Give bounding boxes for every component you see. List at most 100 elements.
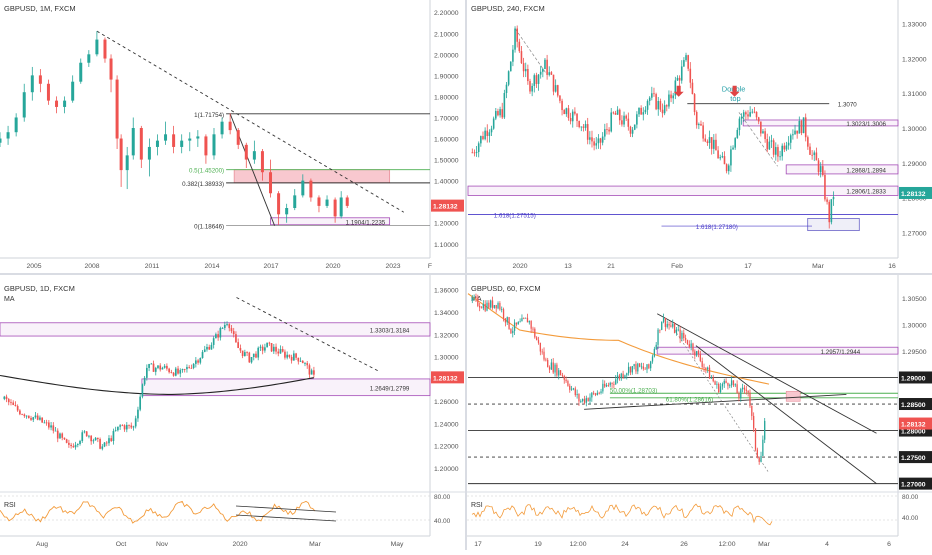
candle-body [226, 324, 228, 325]
candle-body [141, 384, 144, 397]
candle-body [565, 379, 567, 382]
candle-body [809, 146, 811, 155]
candle-body [534, 328, 536, 338]
candle-body [250, 357, 253, 363]
candle-body [536, 337, 538, 341]
candle-body [154, 367, 157, 372]
candle-body [683, 332, 685, 339]
vertical-divider [465, 0, 467, 550]
y-tick-label: 2.00000 [434, 52, 459, 59]
candle-body [131, 128, 135, 156]
candle-body [477, 297, 479, 306]
candle-body [290, 356, 293, 361]
candle-body [509, 61, 512, 72]
candle-body [188, 138, 192, 141]
candle-body [580, 400, 582, 402]
candle-body [604, 129, 606, 137]
candle-body [716, 383, 718, 385]
candle-body [221, 327, 224, 329]
candle-body [622, 373, 624, 378]
candle-body [817, 160, 820, 173]
x-tick-label: 2020 [325, 263, 340, 270]
candle-body [272, 346, 275, 352]
candle-body [597, 138, 600, 144]
candle-body [614, 113, 617, 115]
candle-body [304, 363, 306, 364]
candle-body [699, 354, 701, 362]
candle-body [524, 317, 527, 319]
chart-label: 1.2649/1.2799 [370, 385, 410, 392]
candle-body [774, 147, 777, 155]
candle-body [174, 368, 177, 376]
candle-body [593, 141, 595, 146]
candle-body [655, 94, 657, 110]
x-tick-label: 13 [564, 263, 572, 270]
candle-body [582, 126, 585, 128]
candle-body [16, 406, 19, 411]
y-tick-label: 2.10000 [434, 31, 459, 38]
candle-body [734, 138, 736, 148]
candle-body [755, 111, 758, 118]
candle-body [819, 166, 822, 173]
current-price-label: 1.28132 [901, 422, 926, 429]
candle-body [43, 422, 46, 424]
rsi-tick: 80.00 [434, 494, 451, 501]
candle-body [618, 109, 621, 121]
candle-body [512, 49, 514, 62]
candle-body [501, 109, 504, 118]
candle-body [747, 390, 749, 393]
y-tick-label: 1.50000 [434, 158, 459, 165]
candle-body [85, 431, 88, 437]
candle-body [288, 354, 291, 357]
candle-body [703, 366, 705, 368]
candle-body [721, 156, 724, 158]
candle-body [166, 365, 168, 369]
candle-body [758, 457, 760, 462]
candle-body [764, 131, 766, 140]
rsi-label: RSI [4, 502, 16, 509]
candle-body [339, 197, 343, 217]
candle-body [642, 112, 645, 115]
candle-body [556, 85, 559, 96]
candle-body [139, 396, 142, 410]
candle-body [237, 342, 240, 349]
candle-body [644, 109, 647, 113]
candle-body [277, 193, 281, 215]
channel-line [656, 313, 877, 434]
level-tag-label: 1.27500 [901, 455, 926, 462]
candle-body [203, 349, 206, 352]
candle-body [110, 438, 113, 441]
candle-body [25, 415, 28, 417]
candle-body [580, 126, 583, 128]
candle-body [642, 366, 644, 369]
candle-body [666, 324, 668, 327]
candle-body [653, 93, 655, 95]
candle-body [591, 392, 593, 398]
candle-body [670, 94, 672, 99]
candle-body [130, 425, 133, 428]
candle-body [807, 137, 809, 147]
candle-body [770, 140, 773, 142]
price-zone [0, 322, 431, 337]
candle-body [310, 370, 313, 375]
candle-body [638, 363, 641, 367]
chart-label: 1.3303/1.3184 [370, 327, 410, 334]
chart-label: 1.2806/1.2833 [846, 189, 886, 196]
candle-body [503, 93, 506, 118]
candle-body [101, 446, 104, 449]
candle-body [119, 425, 121, 427]
candle-body [63, 100, 67, 107]
candle-body [644, 368, 646, 370]
x-tick-label: 2020 [232, 541, 247, 548]
y-tick-label: 1.22000 [434, 444, 459, 451]
candle-body [14, 404, 17, 407]
y-tick-label: 1.24000 [434, 421, 459, 428]
horizontal-divider [0, 273, 932, 275]
candle-body [670, 325, 672, 327]
candle-body [610, 112, 613, 132]
candle-body [293, 353, 295, 361]
candle-body [764, 420, 766, 440]
candle-body [692, 343, 694, 352]
candle-body [5, 396, 8, 400]
